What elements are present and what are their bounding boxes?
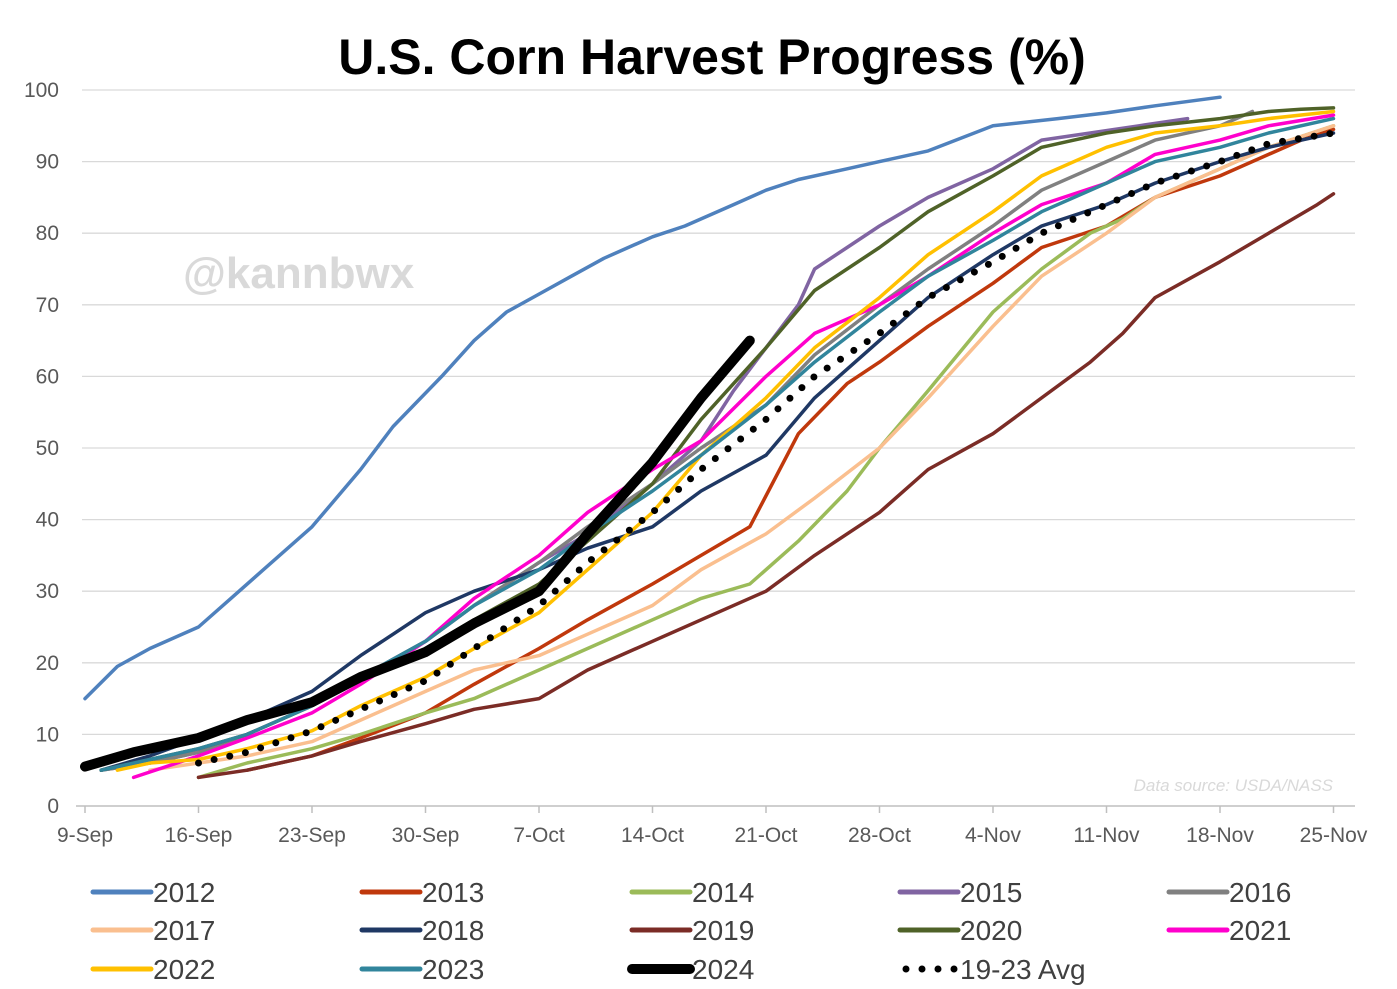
series-line-2019: [196, 192, 1336, 780]
series-line-2013: [245, 127, 1336, 772]
legend-label-2020: 2020: [960, 915, 1022, 946]
y-tick-label-80: 80: [36, 222, 59, 245]
series-line-2024: [80, 335, 755, 772]
x-tick-label-14-Oct: 14-Oct: [621, 824, 684, 847]
x-tick-label-23-Sep: 23-Sep: [278, 824, 346, 847]
x-tick-label-11-Nov: 11-Nov: [1073, 824, 1140, 847]
x-tick-label-18-Nov: 18-Nov: [1186, 824, 1254, 847]
legend-label-2019: 2019: [692, 915, 754, 946]
legend-label-2016: 2016: [1229, 877, 1291, 908]
x-tick-label-16-Sep: 16-Sep: [165, 824, 233, 847]
x-tick-label-9-Sep: 9-Sep: [57, 824, 113, 847]
watermark: @kannbwx: [183, 249, 415, 298]
y-tick-label-60: 60: [36, 365, 59, 388]
y-tick-label-20: 20: [36, 652, 59, 675]
y-tick-label-40: 40: [36, 509, 59, 532]
series-line-2022: [115, 109, 1336, 772]
x-axis: 9-Sep 16-Sep 23-Sep 30-Sep 7-Oct 14-Oct 21-Oct…: [57, 805, 1368, 847]
series-line-2021: [131, 113, 1336, 780]
x-tick-label-30-Sep: 30-Sep: [392, 824, 460, 847]
legend-label-2013: 2013: [422, 877, 484, 908]
legend-label-2023: 2023: [422, 954, 484, 985]
legend-label-2014: 2014: [692, 877, 754, 908]
x-tick-label-4-Nov: 4-Nov: [965, 824, 1022, 847]
legend-label-19-23-avg: 19-23 Avg: [960, 954, 1086, 985]
x-tick-label-7-Oct: 7-Oct: [513, 824, 565, 847]
legend-label-2018: 2018: [422, 915, 484, 946]
legend-label-2022: 2022: [153, 954, 215, 985]
series-layer: [80, 95, 1337, 780]
series-line-2018: [99, 131, 1336, 772]
chart-title: U.S. Corn Harvest Progress (%): [338, 29, 1085, 85]
y-tick-label-50: 50: [36, 437, 59, 460]
data-source-note: Data source: USDA/NASS: [1134, 776, 1334, 795]
legend-label-2015: 2015: [960, 877, 1022, 908]
y-tick-label-90: 90: [36, 151, 59, 174]
x-tick-label-21-Oct: 21-Oct: [734, 824, 797, 847]
series-line-2023: [99, 116, 1336, 772]
y-tick-label-100: 100: [24, 79, 59, 102]
y-tick-label-10: 10: [36, 723, 59, 746]
y-tick-label-30: 30: [36, 580, 59, 603]
y-axis-ticks: 0 10 20 30 40 50 60 70 80 90 100: [24, 79, 59, 818]
series-line-2017: [148, 124, 1336, 772]
series-line-2012: [83, 95, 1222, 701]
x-tick-label-28-Oct: 28-Oct: [848, 824, 911, 847]
legend-label-2017: 2017: [153, 915, 215, 946]
legend-label-2024: 2024: [692, 954, 754, 985]
y-tick-label-0: 0: [47, 795, 59, 818]
series-line-19-23-avg: [195, 129, 1337, 767]
legend-label-2012: 2012: [153, 877, 215, 908]
legend: 2012 2013 2014 2015 2016 2017 2018 2019 2020 2021…: [90, 877, 1291, 985]
y-tick-label-70: 70: [36, 294, 59, 317]
legend-label-2021: 2021: [1229, 915, 1291, 946]
x-tick-label-25-Nov: 25-Nov: [1300, 824, 1368, 847]
series-line-2016: [99, 109, 1255, 772]
